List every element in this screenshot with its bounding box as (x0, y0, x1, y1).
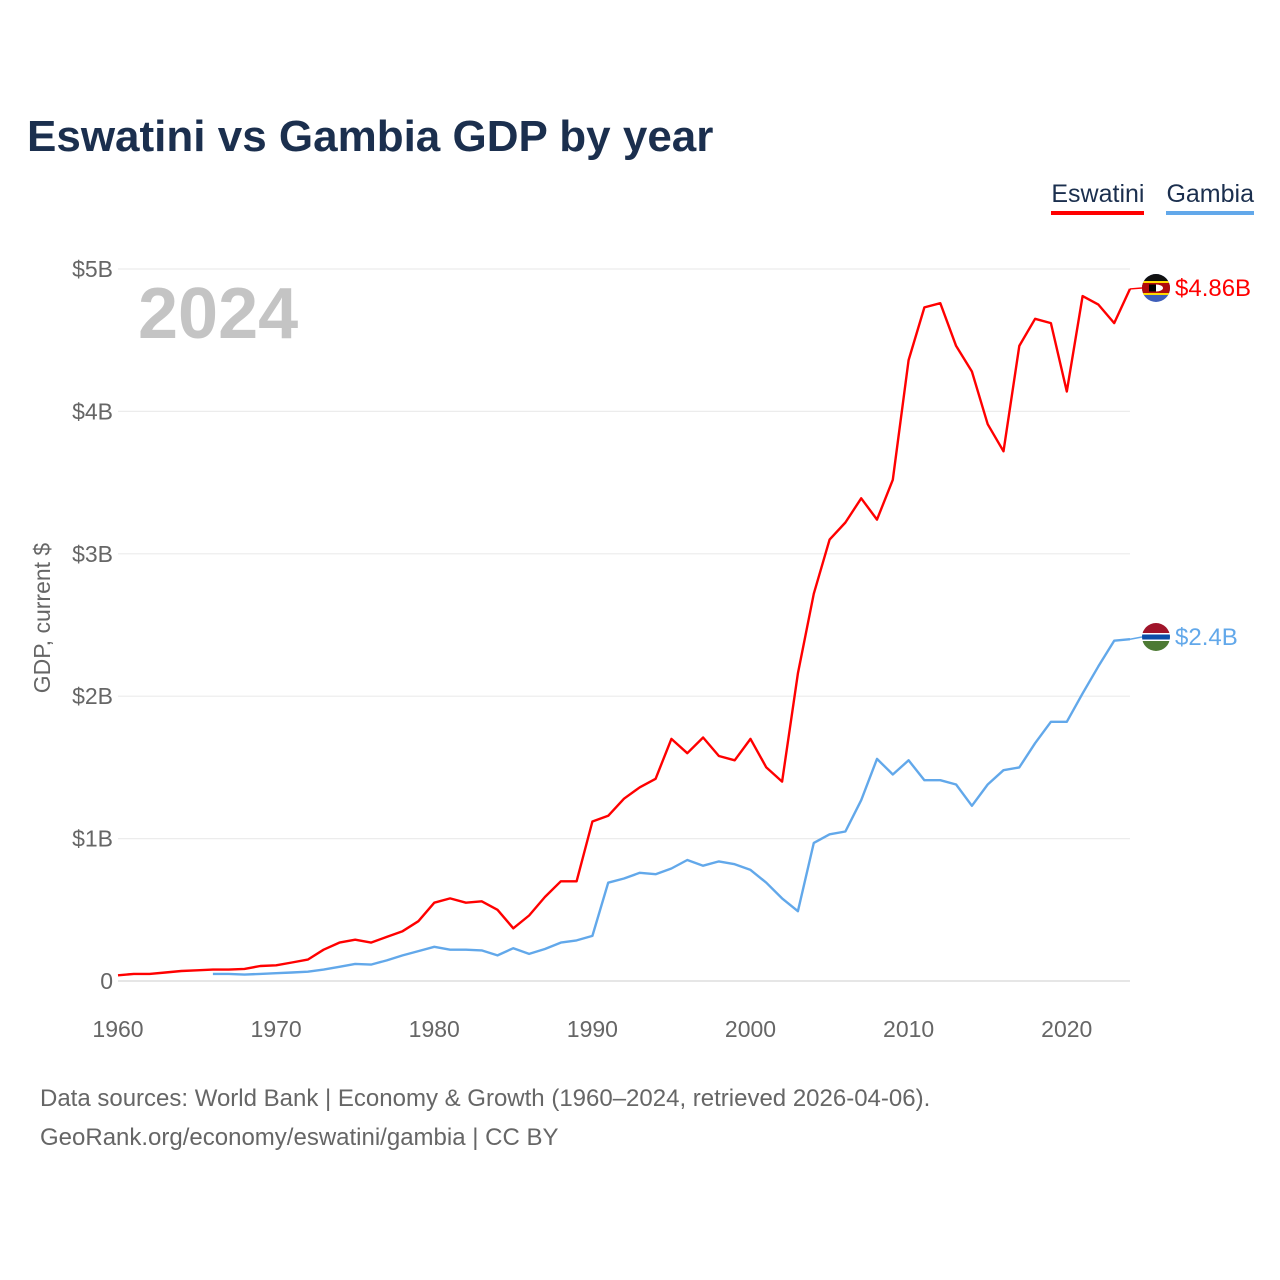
end-label-connector (1129, 287, 1143, 290)
x-tick-label: 2000 (725, 1016, 776, 1042)
x-tick-label: 2010 (883, 1016, 934, 1042)
year-label: 2024 (138, 274, 298, 354)
y-tick-label: $5B (72, 256, 113, 282)
y-tick-label: $3B (72, 541, 113, 567)
legend: Eswatini Gambia (1051, 180, 1254, 215)
y-axis-label: GDP, current $ (29, 543, 55, 694)
end-label-connector (1129, 636, 1143, 640)
legend-item-eswatini[interactable]: Eswatini (1051, 180, 1145, 215)
gambia-flag-icon (1142, 623, 1170, 651)
x-tick-label: 1960 (92, 1016, 143, 1042)
footer-sources: Data sources: World Bank | Economy & Gro… (40, 1085, 931, 1112)
footer-link[interactable]: GeoRank.org/economy/eswatini/gambia | CC… (40, 1124, 559, 1151)
y-tick-label: $1B (72, 826, 113, 852)
legend-item-gambia[interactable]: Gambia (1166, 180, 1254, 215)
eswatini-flag-icon (1142, 274, 1170, 302)
gambia-end-label: $2.4B (1175, 624, 1238, 651)
x-tick-label: 1970 (251, 1016, 302, 1042)
x-tick-label: 2020 (1041, 1016, 1092, 1042)
y-tick-label: $4B (72, 398, 113, 424)
y-tick-label: $2B (72, 683, 113, 709)
series-line-eswatini[interactable] (117, 288, 1132, 977)
x-tick-label: 1980 (409, 1016, 460, 1042)
series-line-gambia[interactable] (212, 638, 1131, 976)
eswatini-end-label: $4.86B (1175, 275, 1251, 302)
x-tick-label: 1990 (567, 1016, 618, 1042)
y-tick-label: 0 (100, 968, 113, 994)
chart-title: Eswatini vs Gambia GDP by year (27, 112, 714, 161)
